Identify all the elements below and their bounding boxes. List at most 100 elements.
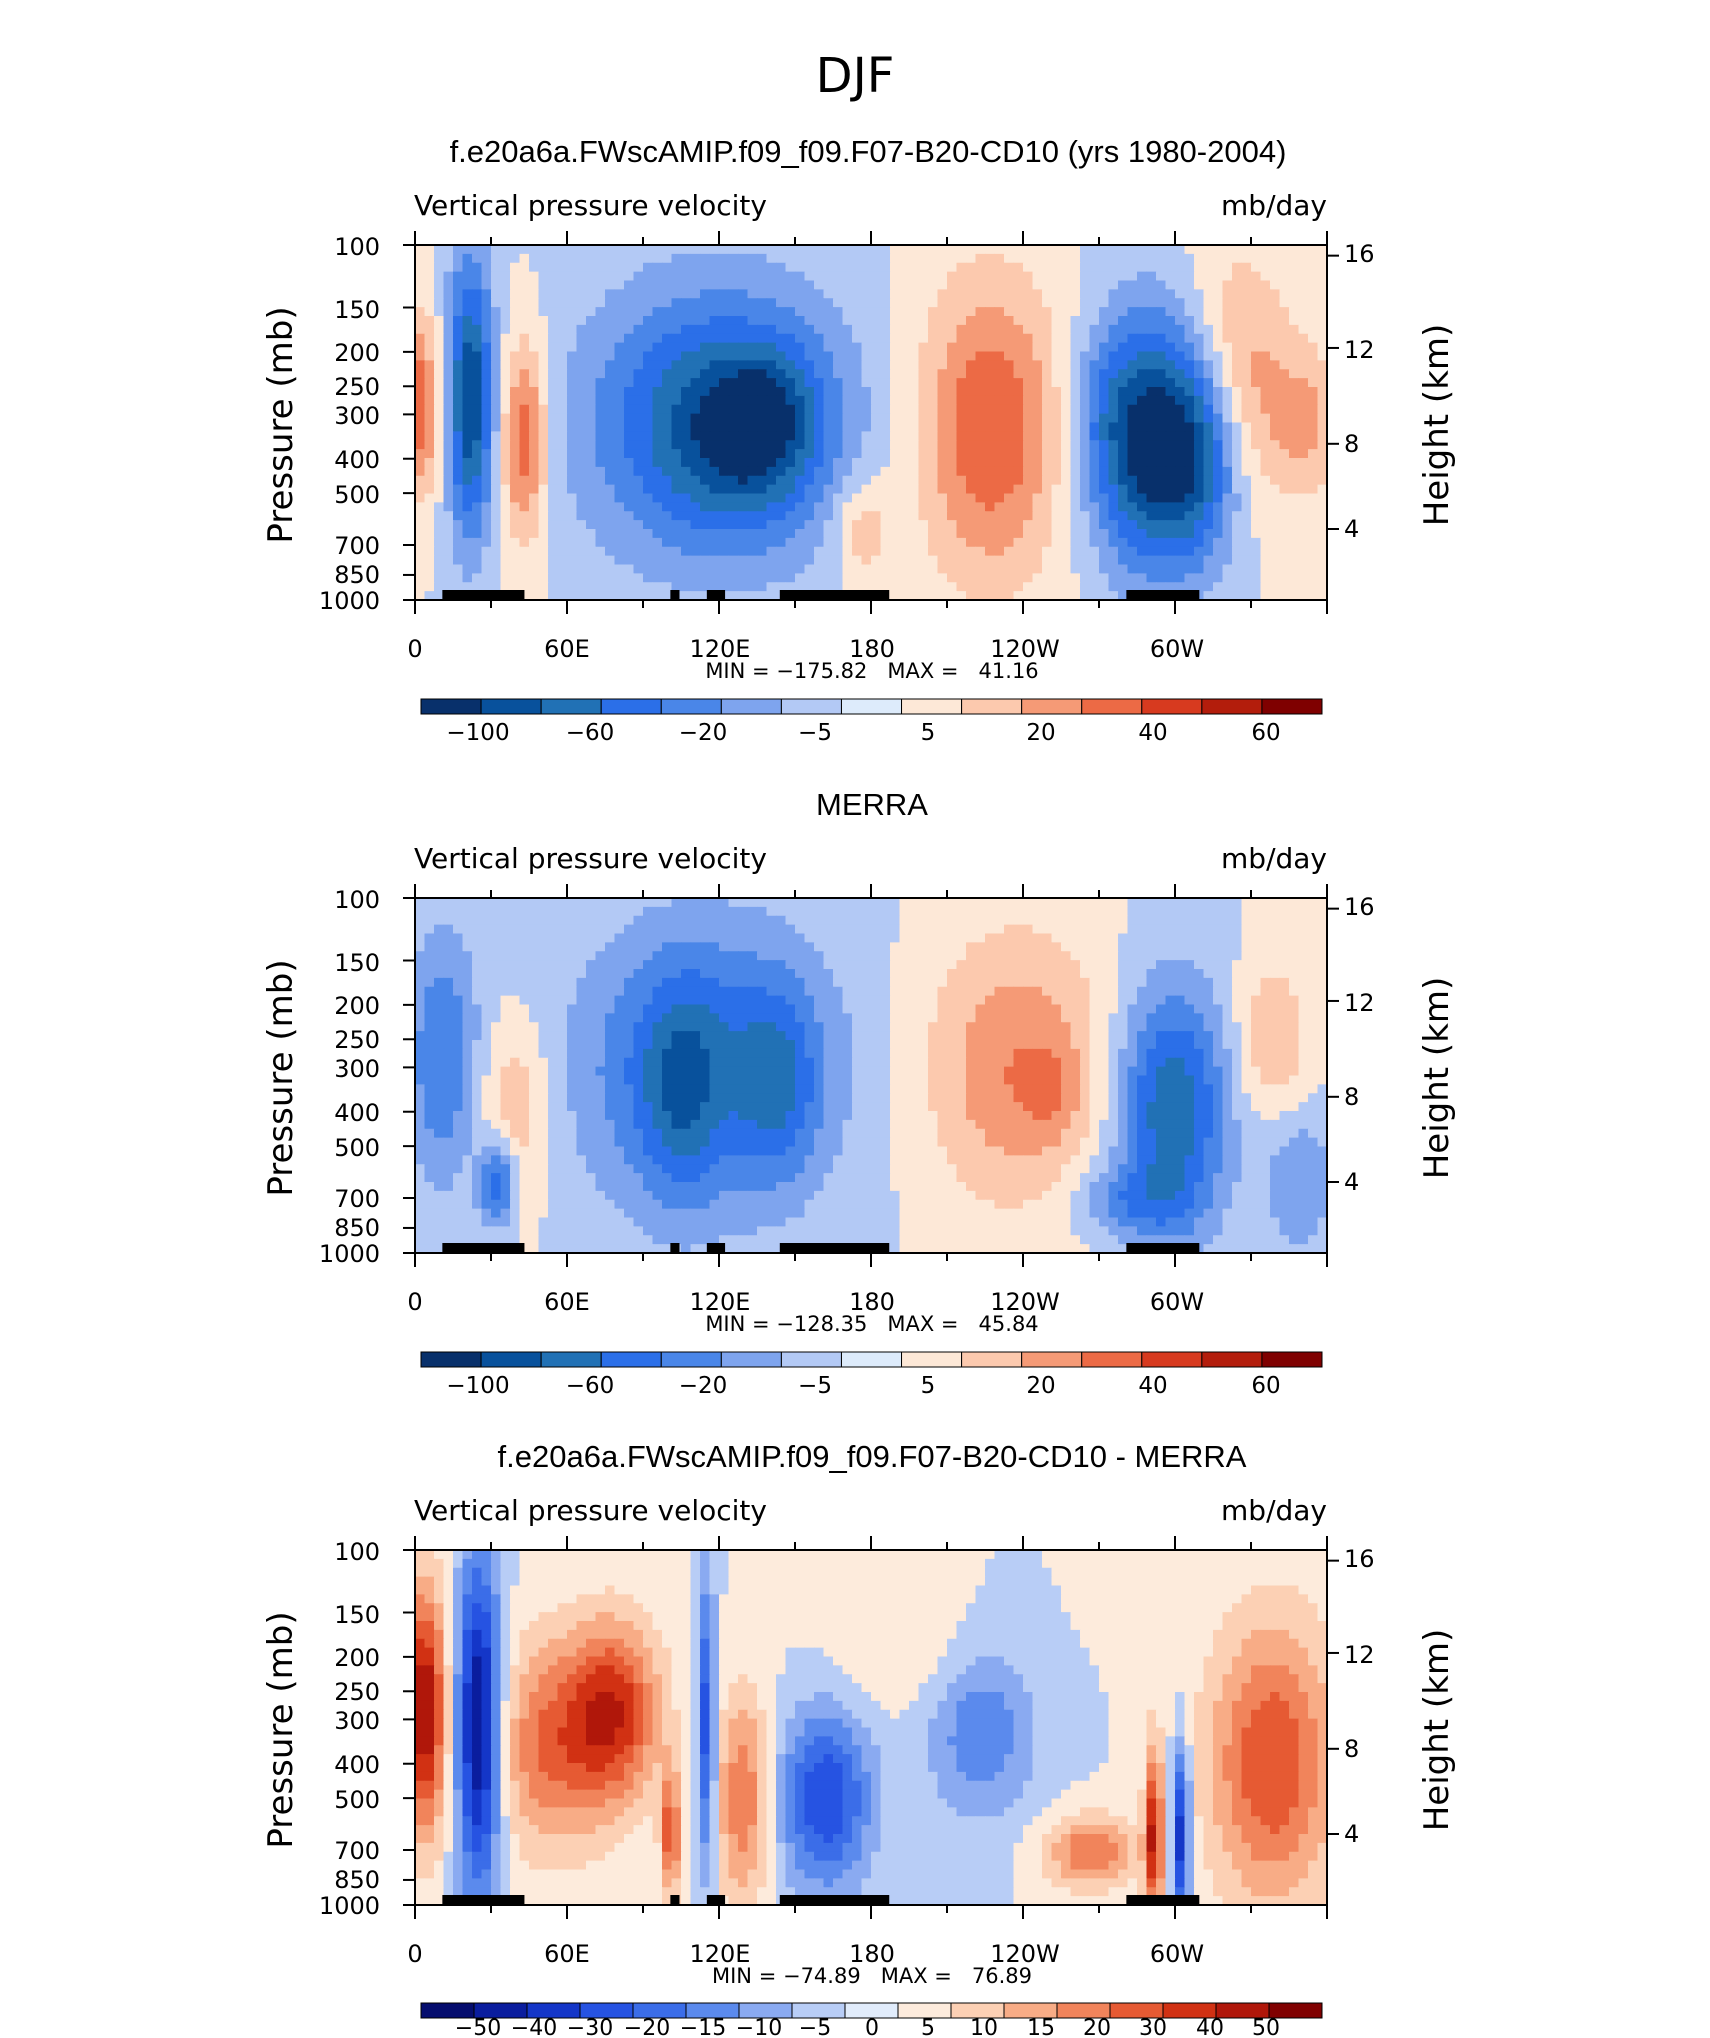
field-cell xyxy=(1070,466,1081,477)
field-cell xyxy=(738,395,749,406)
field-cell xyxy=(833,253,844,264)
field-cell xyxy=(453,458,464,468)
field-cell xyxy=(928,898,939,908)
panel-1-colorbar xyxy=(420,698,1323,715)
field-cell xyxy=(1222,493,1233,503)
field-cell xyxy=(519,316,530,326)
field-cell xyxy=(814,307,825,317)
field-cell xyxy=(633,520,644,530)
field-cell xyxy=(757,351,768,361)
field-cell xyxy=(956,271,967,282)
field-cell xyxy=(624,360,635,370)
field-cell xyxy=(690,484,701,495)
field-cell xyxy=(1175,342,1186,353)
field-cell xyxy=(795,351,806,361)
field-cell xyxy=(538,422,549,432)
field-cell xyxy=(557,520,568,530)
field-cell xyxy=(1146,316,1157,326)
field-cell xyxy=(1194,537,1205,548)
field-cell xyxy=(918,898,929,908)
field-cell xyxy=(1032,924,1043,935)
field-cell xyxy=(557,431,568,441)
field-cell xyxy=(481,369,492,379)
field-cell xyxy=(462,546,473,557)
field-cell xyxy=(899,413,910,424)
field-cell xyxy=(861,529,872,539)
field-cell xyxy=(757,475,768,486)
field-cell xyxy=(871,342,882,353)
field-cell xyxy=(1108,493,1119,503)
field-cell xyxy=(1232,307,1243,317)
field-cell xyxy=(671,951,682,961)
field-cell xyxy=(538,431,549,441)
field-cell xyxy=(1070,333,1081,344)
field-cell xyxy=(1051,951,1062,961)
field-cell xyxy=(1203,564,1214,574)
field-cell xyxy=(1099,333,1110,344)
field-cell xyxy=(709,324,720,335)
field-cell xyxy=(700,298,711,308)
field-cell xyxy=(643,511,654,521)
field-cell xyxy=(1032,529,1043,539)
field-cell xyxy=(557,298,568,308)
field-cell xyxy=(1042,915,1053,926)
field-cell xyxy=(481,555,492,566)
field-cell xyxy=(462,969,473,979)
field-cell xyxy=(728,369,739,379)
field-cell xyxy=(586,484,597,495)
field-cell xyxy=(415,915,426,926)
field-cell xyxy=(1004,951,1015,961)
field-cell xyxy=(548,378,559,388)
field-cell xyxy=(833,977,844,988)
field-cell xyxy=(538,960,549,970)
field-cell xyxy=(1137,511,1148,521)
field-cell xyxy=(1194,582,1205,592)
field-cell xyxy=(1222,360,1233,370)
field-cell xyxy=(1108,298,1119,308)
field-cell xyxy=(1298,933,1309,943)
field-cell xyxy=(814,582,825,592)
field-cell xyxy=(434,960,445,970)
field-cell xyxy=(1279,440,1290,450)
field-cell xyxy=(804,369,815,379)
field-cell xyxy=(1032,493,1043,503)
field-cell xyxy=(681,915,692,926)
field-cell xyxy=(1061,520,1072,530)
field-cell xyxy=(510,324,521,335)
field-cell xyxy=(985,960,996,970)
field-cell xyxy=(567,502,578,512)
field-cell xyxy=(614,307,625,317)
field-cell xyxy=(766,555,777,566)
field-cell xyxy=(956,324,967,335)
field-cell xyxy=(880,898,891,908)
field-cell xyxy=(586,440,597,450)
field-cell xyxy=(1308,324,1319,335)
field-cell xyxy=(899,307,910,317)
field-cell xyxy=(1099,440,1110,450)
field-cell xyxy=(557,280,568,290)
field-cell xyxy=(1241,555,1252,566)
field-cell xyxy=(1089,582,1100,592)
field-cell xyxy=(747,555,758,566)
field-cell xyxy=(415,942,426,952)
field-cell xyxy=(1232,395,1243,406)
field-cell xyxy=(1241,413,1252,424)
field-cell xyxy=(1289,324,1300,335)
field-cell xyxy=(529,898,540,908)
field-cell xyxy=(776,960,787,970)
field-cell xyxy=(1051,369,1062,379)
field-cell xyxy=(633,475,644,486)
field-cell xyxy=(814,387,825,397)
field-cell xyxy=(1213,475,1224,486)
field-cell xyxy=(795,960,806,970)
field-cell xyxy=(937,511,948,521)
field-cell xyxy=(1308,307,1319,317)
panel-1-colorbar-labels: −100 −60 −20 −5 5 20 40 60 xyxy=(446,720,1280,746)
field-cell xyxy=(614,511,625,521)
field-cell xyxy=(443,271,454,282)
field-cell xyxy=(1089,449,1100,459)
field-cell xyxy=(709,387,720,397)
field-cell xyxy=(633,951,644,961)
field-cell xyxy=(1203,449,1214,459)
field-cell xyxy=(424,342,435,353)
